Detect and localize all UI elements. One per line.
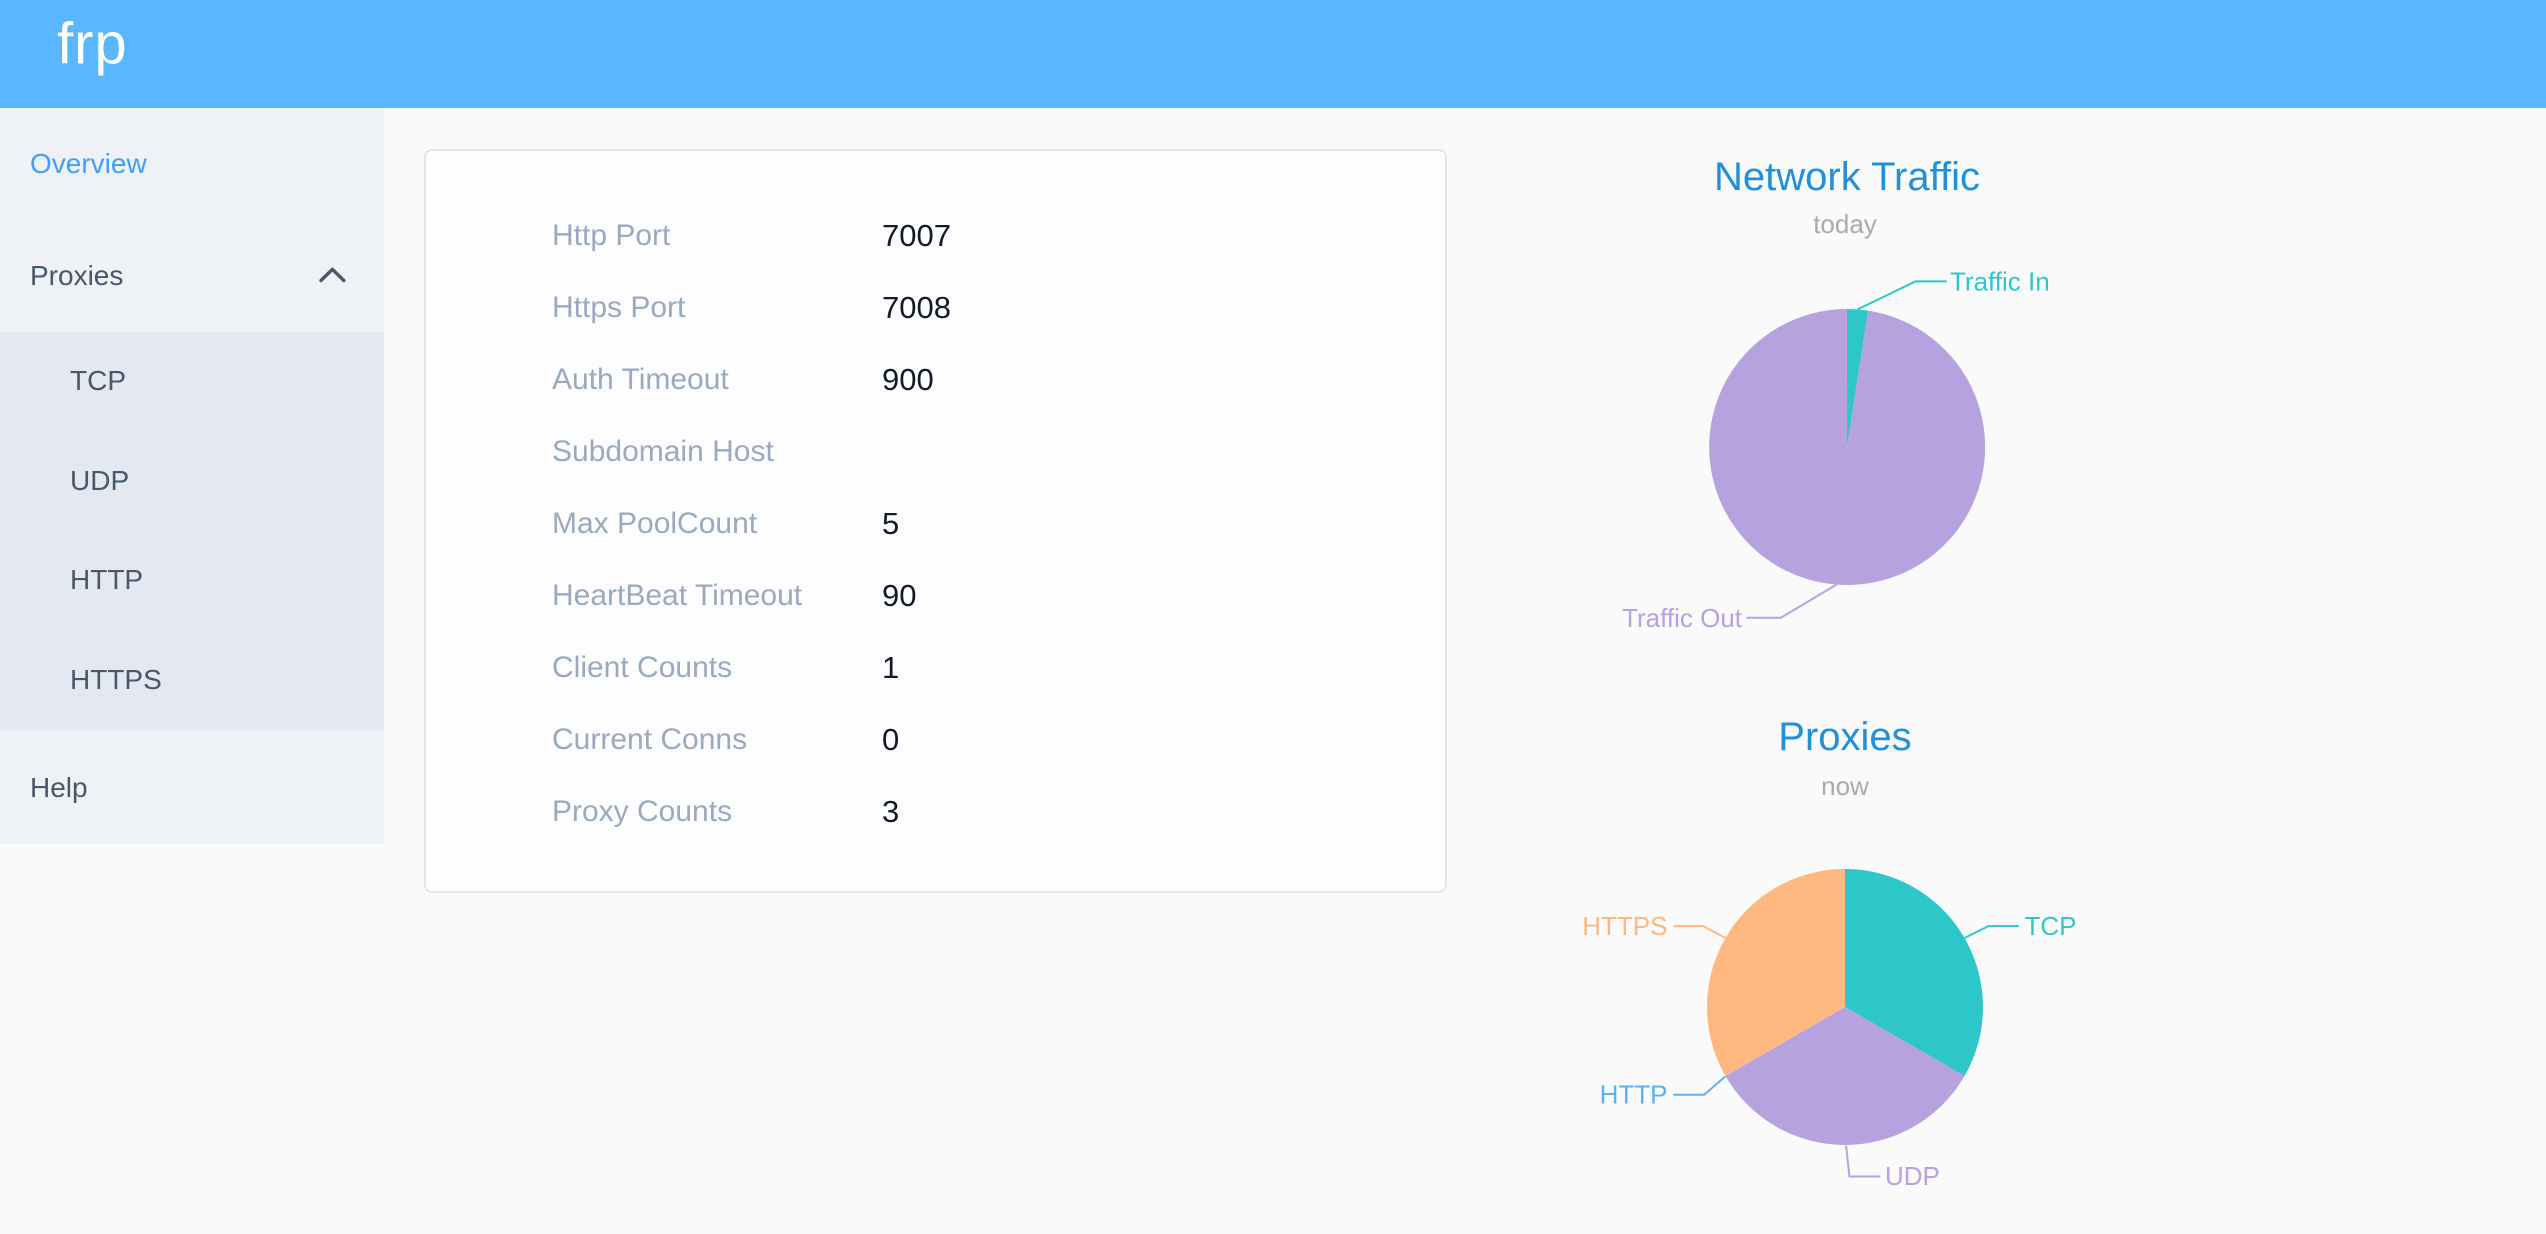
svg-text:now: now bbox=[1821, 771, 1869, 801]
svg-text:UDP: UDP bbox=[1885, 1161, 1940, 1191]
svg-text:Traffic In: Traffic In bbox=[1950, 267, 2050, 297]
svg-text:Network Traffic: Network Traffic bbox=[1714, 155, 1980, 199]
svg-text:Proxies: Proxies bbox=[1778, 715, 1911, 759]
svg-text:TCP: TCP bbox=[2025, 911, 2077, 941]
svg-text:HTTP: HTTP bbox=[1600, 1080, 1668, 1110]
svg-text:today: today bbox=[1813, 209, 1877, 239]
svg-text:HTTPS: HTTPS bbox=[1582, 911, 1667, 941]
svg-text:Traffic Out: Traffic Out bbox=[1622, 603, 1743, 633]
